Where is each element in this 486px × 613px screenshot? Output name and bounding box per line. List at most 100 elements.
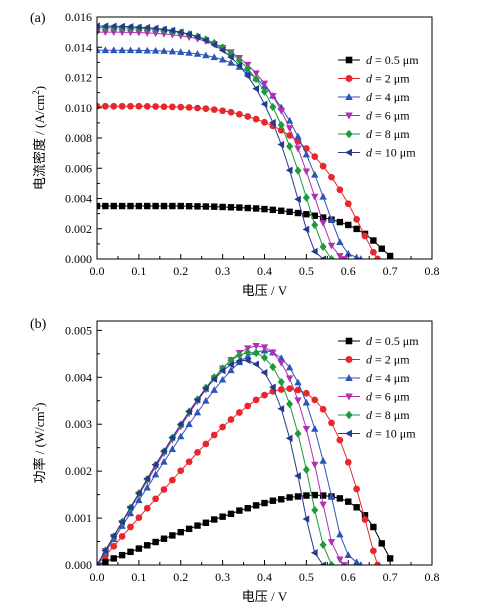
data-point	[126, 29, 135, 37]
legend-label-rest: = 10 μm	[372, 427, 416, 441]
data-point	[227, 108, 235, 116]
data-point	[227, 416, 235, 423]
legend-item: d = 10 μm	[338, 146, 416, 160]
data-point	[202, 203, 210, 210]
legend-item: d = 0.5 μm	[338, 53, 419, 67]
data-point	[243, 72, 251, 80]
data-point	[202, 440, 210, 448]
data-point	[152, 103, 159, 110]
data-point	[361, 512, 369, 519]
data-point	[144, 202, 151, 210]
legend-marker	[345, 374, 353, 381]
data-point	[160, 47, 168, 54]
data-point	[160, 25, 167, 33]
data-point	[135, 496, 143, 504]
data-point	[144, 542, 151, 549]
data-point	[294, 209, 302, 217]
data-point	[185, 525, 193, 533]
legend-label-rest: = 8 μm	[372, 408, 410, 422]
data-point	[261, 205, 268, 213]
y-tick-label: 0.002	[65, 222, 92, 236]
data-point	[344, 249, 352, 257]
chart-panel-a: 0.0 0.1 0.2 0.3 0.4 0.5 0.6 0.7 0.8 0.000 0.002 0.0…	[30, 10, 440, 298]
data-point	[110, 102, 118, 110]
data-point	[243, 356, 251, 365]
legend-label: d = 10 μm	[366, 427, 416, 441]
data-point	[319, 501, 327, 509]
data-point	[378, 245, 385, 252]
data-point	[169, 202, 176, 210]
data-point	[344, 551, 352, 559]
data-point	[252, 74, 260, 84]
x-tick-label: 0.4	[257, 264, 272, 278]
legend-marker	[345, 393, 353, 401]
data-point	[135, 514, 143, 521]
data-point	[193, 50, 202, 57]
data-point	[311, 220, 319, 230]
chart-panel-b: 0.0 0.1 0.2 0.3 0.4 0.5 0.6 0.7 0.8 0.000 0.001 0.0…	[30, 317, 440, 604]
legend-item: d = 0.5 μm	[338, 334, 419, 348]
data-point	[336, 556, 344, 564]
data-point	[344, 458, 352, 466]
data-point	[202, 519, 210, 526]
series-6	[97, 22, 327, 259]
data-point	[319, 192, 327, 200]
legend-marker	[345, 356, 353, 363]
data-point	[194, 449, 201, 456]
legend-item: d = 2 μm	[338, 72, 410, 86]
data-point	[219, 203, 226, 211]
data-point	[218, 367, 226, 375]
y-axis-title-end: )	[32, 402, 47, 406]
data-point	[218, 375, 227, 383]
x-tick-label: 0.3	[215, 570, 230, 584]
data-point	[294, 493, 302, 500]
data-point	[286, 385, 293, 392]
series-2	[97, 102, 381, 259]
data-point	[294, 472, 301, 480]
x-tick-label: 0.3	[215, 264, 230, 278]
x-tick-label: 0.6	[341, 570, 356, 584]
legend-item: d = 2 μm	[338, 353, 410, 367]
data-point	[277, 359, 285, 367]
data-point	[219, 513, 226, 520]
data-point	[311, 153, 319, 160]
data-point	[328, 419, 335, 427]
data-point	[202, 384, 209, 393]
data-point	[127, 102, 134, 110]
data-point	[227, 204, 235, 211]
data-point	[252, 205, 260, 212]
data-point	[336, 495, 344, 502]
data-point	[118, 22, 126, 31]
data-point	[319, 405, 327, 413]
data-point	[277, 354, 285, 361]
data-point	[302, 193, 310, 202]
legend-label-var: d	[366, 427, 373, 441]
data-point	[97, 202, 101, 210]
series-4	[97, 342, 348, 565]
data-point	[160, 202, 168, 210]
data-point	[185, 458, 193, 466]
data-point	[336, 218, 344, 226]
data-point	[151, 24, 159, 33]
data-point	[127, 202, 134, 210]
data-point	[319, 162, 327, 170]
data-point	[227, 58, 235, 66]
data-point	[143, 474, 151, 483]
y-axis-title-sup: 2	[31, 407, 41, 412]
data-point	[269, 497, 277, 504]
legend-label-var: d	[366, 53, 373, 67]
data-point	[236, 507, 243, 514]
data-point	[101, 46, 110, 54]
data-point	[210, 375, 218, 383]
data-point	[244, 113, 252, 120]
data-point	[127, 548, 134, 556]
data-point	[110, 555, 117, 562]
y-tick-label: 0.001	[65, 511, 92, 525]
data-point	[269, 206, 277, 214]
data-point	[143, 23, 151, 32]
data-point	[252, 360, 260, 368]
data-point	[152, 495, 159, 503]
data-point	[235, 357, 243, 365]
data-point	[310, 549, 318, 557]
legend-marker	[345, 93, 353, 100]
